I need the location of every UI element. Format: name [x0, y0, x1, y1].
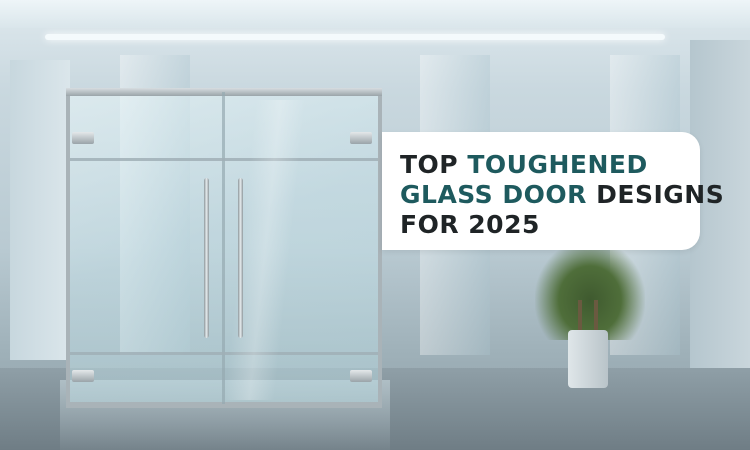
headline-line-2: GLASS DOOR DESIGNS	[400, 180, 724, 210]
hinge-icon	[350, 132, 372, 144]
headline-text: TOP	[400, 150, 468, 179]
door-stripe-top	[70, 158, 378, 161]
hinge-icon	[350, 370, 372, 382]
hinge-icon	[72, 132, 94, 144]
ceiling-light	[45, 34, 665, 40]
headline-line-1: TOP TOUGHENED	[400, 150, 700, 180]
background-window	[10, 60, 70, 360]
door-handle-left	[204, 178, 209, 338]
headline-card: TOP TOUGHENED GLASS DOOR DESIGNS FOR 202…	[382, 132, 724, 250]
plant-pot	[568, 330, 608, 388]
headline-text: DESIGNS	[586, 180, 725, 209]
door-stripe-bottom	[70, 352, 378, 355]
headline-text: FOR 2025	[400, 210, 540, 239]
door-handle-right	[238, 178, 243, 338]
headline-accent-text: TOUGHENED	[467, 150, 648, 179]
background-wall	[690, 40, 750, 370]
headline-line-3: FOR 2025	[400, 210, 700, 240]
plant-stem	[578, 300, 582, 340]
door-divider	[222, 92, 225, 404]
hinge-icon	[72, 370, 94, 382]
headline-accent-text: GLASS DOOR	[400, 180, 587, 209]
plant-leaves	[535, 240, 645, 340]
ceiling	[0, 0, 750, 28]
plant-stem	[594, 300, 598, 340]
